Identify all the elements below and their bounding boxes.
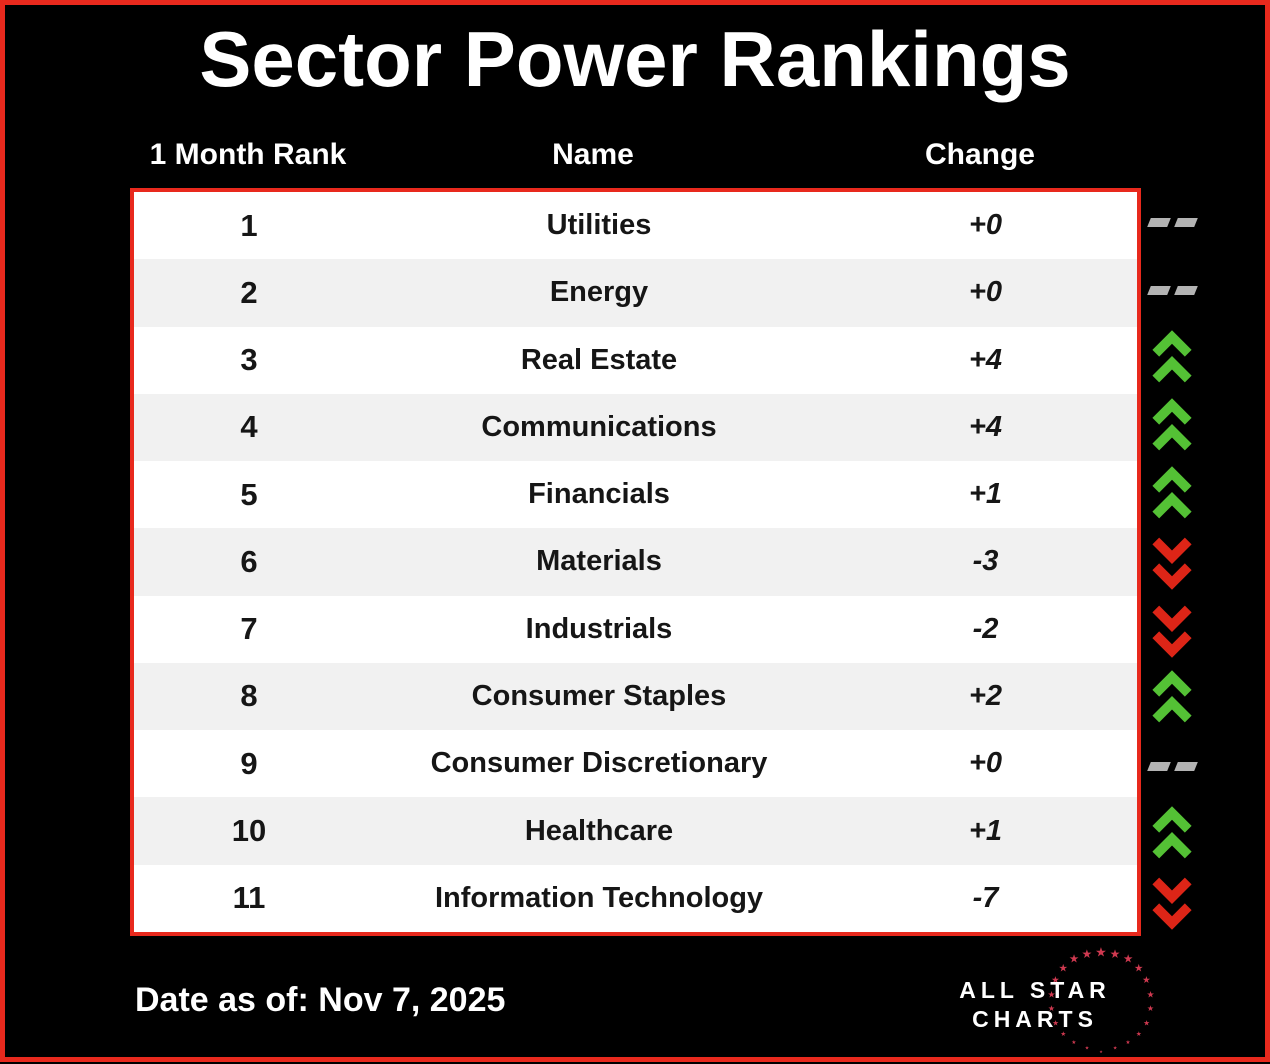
change-cell: +1 xyxy=(968,814,1003,847)
change-cell: -7 xyxy=(972,881,999,914)
double-chevron-up-icon xyxy=(1146,800,1198,868)
name-cell: Materials xyxy=(536,545,662,578)
name-cell: Consumer Discretionary xyxy=(430,747,768,780)
change-cell: -2 xyxy=(972,612,999,645)
rank-cell: 9 xyxy=(240,745,258,781)
logo-line1: ALL STAR xyxy=(959,977,1111,1003)
name-cell: Utilities xyxy=(546,209,652,242)
change-cell: +4 xyxy=(968,343,1003,376)
footer-date: Date as of: Nov 7, 2025 xyxy=(135,981,506,1019)
table-row: 7 Industrials -2 xyxy=(134,595,1137,663)
double-dash-icon xyxy=(1146,732,1198,800)
column-header-name: Name xyxy=(552,138,634,171)
column-header-change: Change xyxy=(924,138,1035,171)
change-cell: +0 xyxy=(968,209,1003,242)
change-cell: +4 xyxy=(968,410,1003,443)
change-cell: -3 xyxy=(972,545,999,578)
table-row: 11 Information Technology -7 xyxy=(134,864,1137,932)
rank-cell: 6 xyxy=(240,543,258,579)
rank-cell: 10 xyxy=(231,813,267,849)
table-row: 10 Healthcare +1 xyxy=(134,797,1137,865)
table-row: 6 Materials -3 xyxy=(134,528,1137,596)
table-row: 2 Energy +0 xyxy=(134,259,1137,327)
name-cell: Information Technology xyxy=(434,881,764,914)
double-chevron-up-icon xyxy=(1146,460,1198,528)
double-dash-icon xyxy=(1146,188,1198,256)
table-row: 4 Communications +4 xyxy=(134,393,1137,462)
table-row: 8 Consumer Staples +2 xyxy=(134,662,1137,731)
rank-cell: 3 xyxy=(240,342,258,378)
change-cell: +0 xyxy=(968,276,1003,309)
name-cell: Energy xyxy=(549,276,649,309)
table-row: 1 Utilities +0 xyxy=(134,192,1137,260)
table-row: 3 Real Estate +4 xyxy=(134,326,1137,394)
rank-cell: 7 xyxy=(240,611,258,647)
rankings-table: 1 Utilities +0 2 Energy +0 3 Real Estate… xyxy=(130,188,1141,936)
change-cell: +1 xyxy=(968,478,1003,511)
rank-cell: 1 xyxy=(240,207,258,243)
column-header-rank: 1 Month Rank xyxy=(149,138,347,171)
logo-text: ALL STAR CHARTS xyxy=(945,976,1125,1034)
name-cell: Industrials xyxy=(525,612,673,645)
name-cell: Healthcare xyxy=(524,814,674,847)
change-icons xyxy=(1146,188,1198,936)
double-chevron-up-icon xyxy=(1146,664,1198,732)
name-cell: Consumer Staples xyxy=(471,679,727,712)
rank-cell: 2 xyxy=(240,274,258,310)
table-row: 5 Financials +1 xyxy=(134,461,1137,529)
name-cell: Real Estate xyxy=(520,343,678,376)
logo-line2: CHARTS xyxy=(972,1005,1098,1032)
double-chevron-down-icon xyxy=(1146,528,1198,596)
name-cell: Financials xyxy=(528,478,670,511)
rank-cell: 5 xyxy=(240,476,258,512)
name-cell: Communications xyxy=(481,410,717,443)
rank-cell: 4 xyxy=(240,409,258,445)
page-title: Sector Power Rankings xyxy=(199,15,1071,103)
double-chevron-down-icon xyxy=(1146,596,1198,664)
allstarcharts-logo: ★ ★ ★ ★ ★ ★ ★ ★ ★ ★ ★ ★ ★ ★ ★ ★ ★ ★ ★ ★ ★ ★ ALL STAR CHARTS xyxy=(945,938,1195,1064)
double-chevron-up-icon xyxy=(1146,392,1198,460)
table-row: 9 Consumer Discretionary +0 xyxy=(134,730,1137,798)
change-cell: +2 xyxy=(968,679,1003,712)
double-chevron-up-icon xyxy=(1146,324,1198,392)
rank-cell: 8 xyxy=(240,678,258,714)
change-cell: +0 xyxy=(968,747,1003,780)
double-chevron-down-icon xyxy=(1146,868,1198,936)
double-dash-icon xyxy=(1146,256,1198,324)
rank-cell: 11 xyxy=(232,880,266,916)
